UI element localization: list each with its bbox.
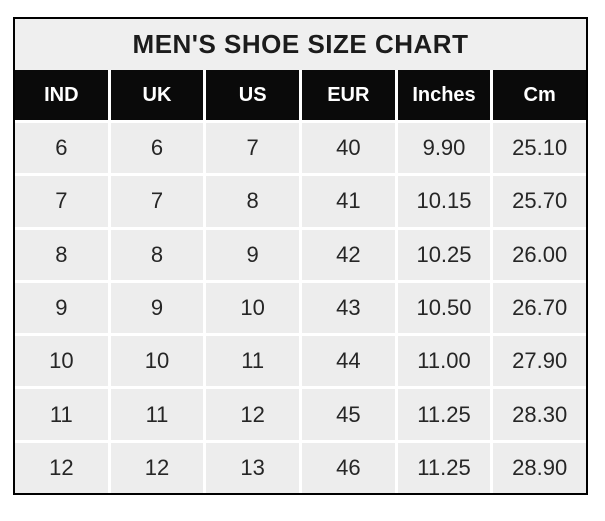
table-cell-r1-inches: 9.90 [397, 123, 491, 174]
table-cell-r3-uk: 8 [110, 229, 204, 280]
table-cell-r7-inches: 11.25 [397, 442, 491, 493]
chart-title: MEN'S SHOE SIZE CHART [15, 19, 586, 70]
table-cell-r7-us: 13 [206, 442, 299, 493]
table-cell-r5-eur: 44 [301, 336, 395, 387]
table-cell-r3-ind: 8 [15, 229, 108, 280]
shoe-size-chart: MEN'S SHOE SIZE CHART IND UK US EUR Inches Cm… [13, 17, 588, 495]
table-cell-r5-us: 11 [206, 336, 299, 387]
table-cell-r3-eur: 42 [301, 229, 395, 280]
col-header-uk: UK [110, 70, 204, 120]
size-table: IND UK US EUR Inches Cm 6 6 7 40 9.90 25.10 7 7 8 41 10.… [15, 70, 586, 493]
table-cell-r3-us: 9 [206, 229, 299, 280]
table-cell-r5-uk: 10 [110, 336, 204, 387]
col-header-inches: Inches [397, 70, 491, 120]
table-cell-r1-eur: 40 [301, 123, 395, 174]
table-cell-r6-cm: 28.30 [493, 389, 586, 440]
table-cell-r2-ind: 7 [15, 176, 108, 227]
table-cell-r3-inches: 10.25 [397, 229, 491, 280]
table-cell-r1-cm: 25.10 [493, 123, 586, 174]
table-cell-r3-cm: 26.00 [493, 229, 586, 280]
table-cell-r6-ind: 11 [15, 389, 108, 440]
table-cell-r4-eur: 43 [301, 282, 395, 334]
col-header-eur: EUR [301, 70, 395, 120]
table-cell-r2-eur: 41 [301, 176, 395, 227]
table-cell-r4-cm: 26.70 [493, 282, 586, 334]
table-cell-r4-us: 10 [206, 282, 299, 334]
table-cell-r4-inches: 10.50 [397, 282, 491, 334]
table-cell-r2-inches: 10.15 [397, 176, 491, 227]
table-cell-r1-us: 7 [206, 123, 299, 174]
table-cell-r7-eur: 46 [301, 442, 395, 493]
table-cell-r6-uk: 11 [110, 389, 204, 440]
table-cell-r6-us: 12 [206, 389, 299, 440]
col-header-us: US [206, 70, 299, 120]
table-cell-r4-uk: 9 [110, 282, 204, 334]
table-cell-r5-cm: 27.90 [493, 336, 586, 387]
table-cell-r7-ind: 12 [15, 442, 108, 493]
table-cell-r7-cm: 28.90 [493, 442, 586, 493]
table-cell-r6-eur: 45 [301, 389, 395, 440]
table-cell-r1-uk: 6 [110, 123, 204, 174]
table-cell-r6-inches: 11.25 [397, 389, 491, 440]
table-cell-r2-uk: 7 [110, 176, 204, 227]
table-cell-r1-ind: 6 [15, 123, 108, 174]
col-header-ind: IND [15, 70, 108, 120]
table-cell-r2-us: 8 [206, 176, 299, 227]
table-cell-r4-ind: 9 [15, 282, 108, 334]
table-cell-r7-uk: 12 [110, 442, 204, 493]
table-cell-r5-inches: 11.00 [397, 336, 491, 387]
table-cell-r5-ind: 10 [15, 336, 108, 387]
col-header-cm: Cm [493, 70, 586, 120]
table-cell-r2-cm: 25.70 [493, 176, 586, 227]
